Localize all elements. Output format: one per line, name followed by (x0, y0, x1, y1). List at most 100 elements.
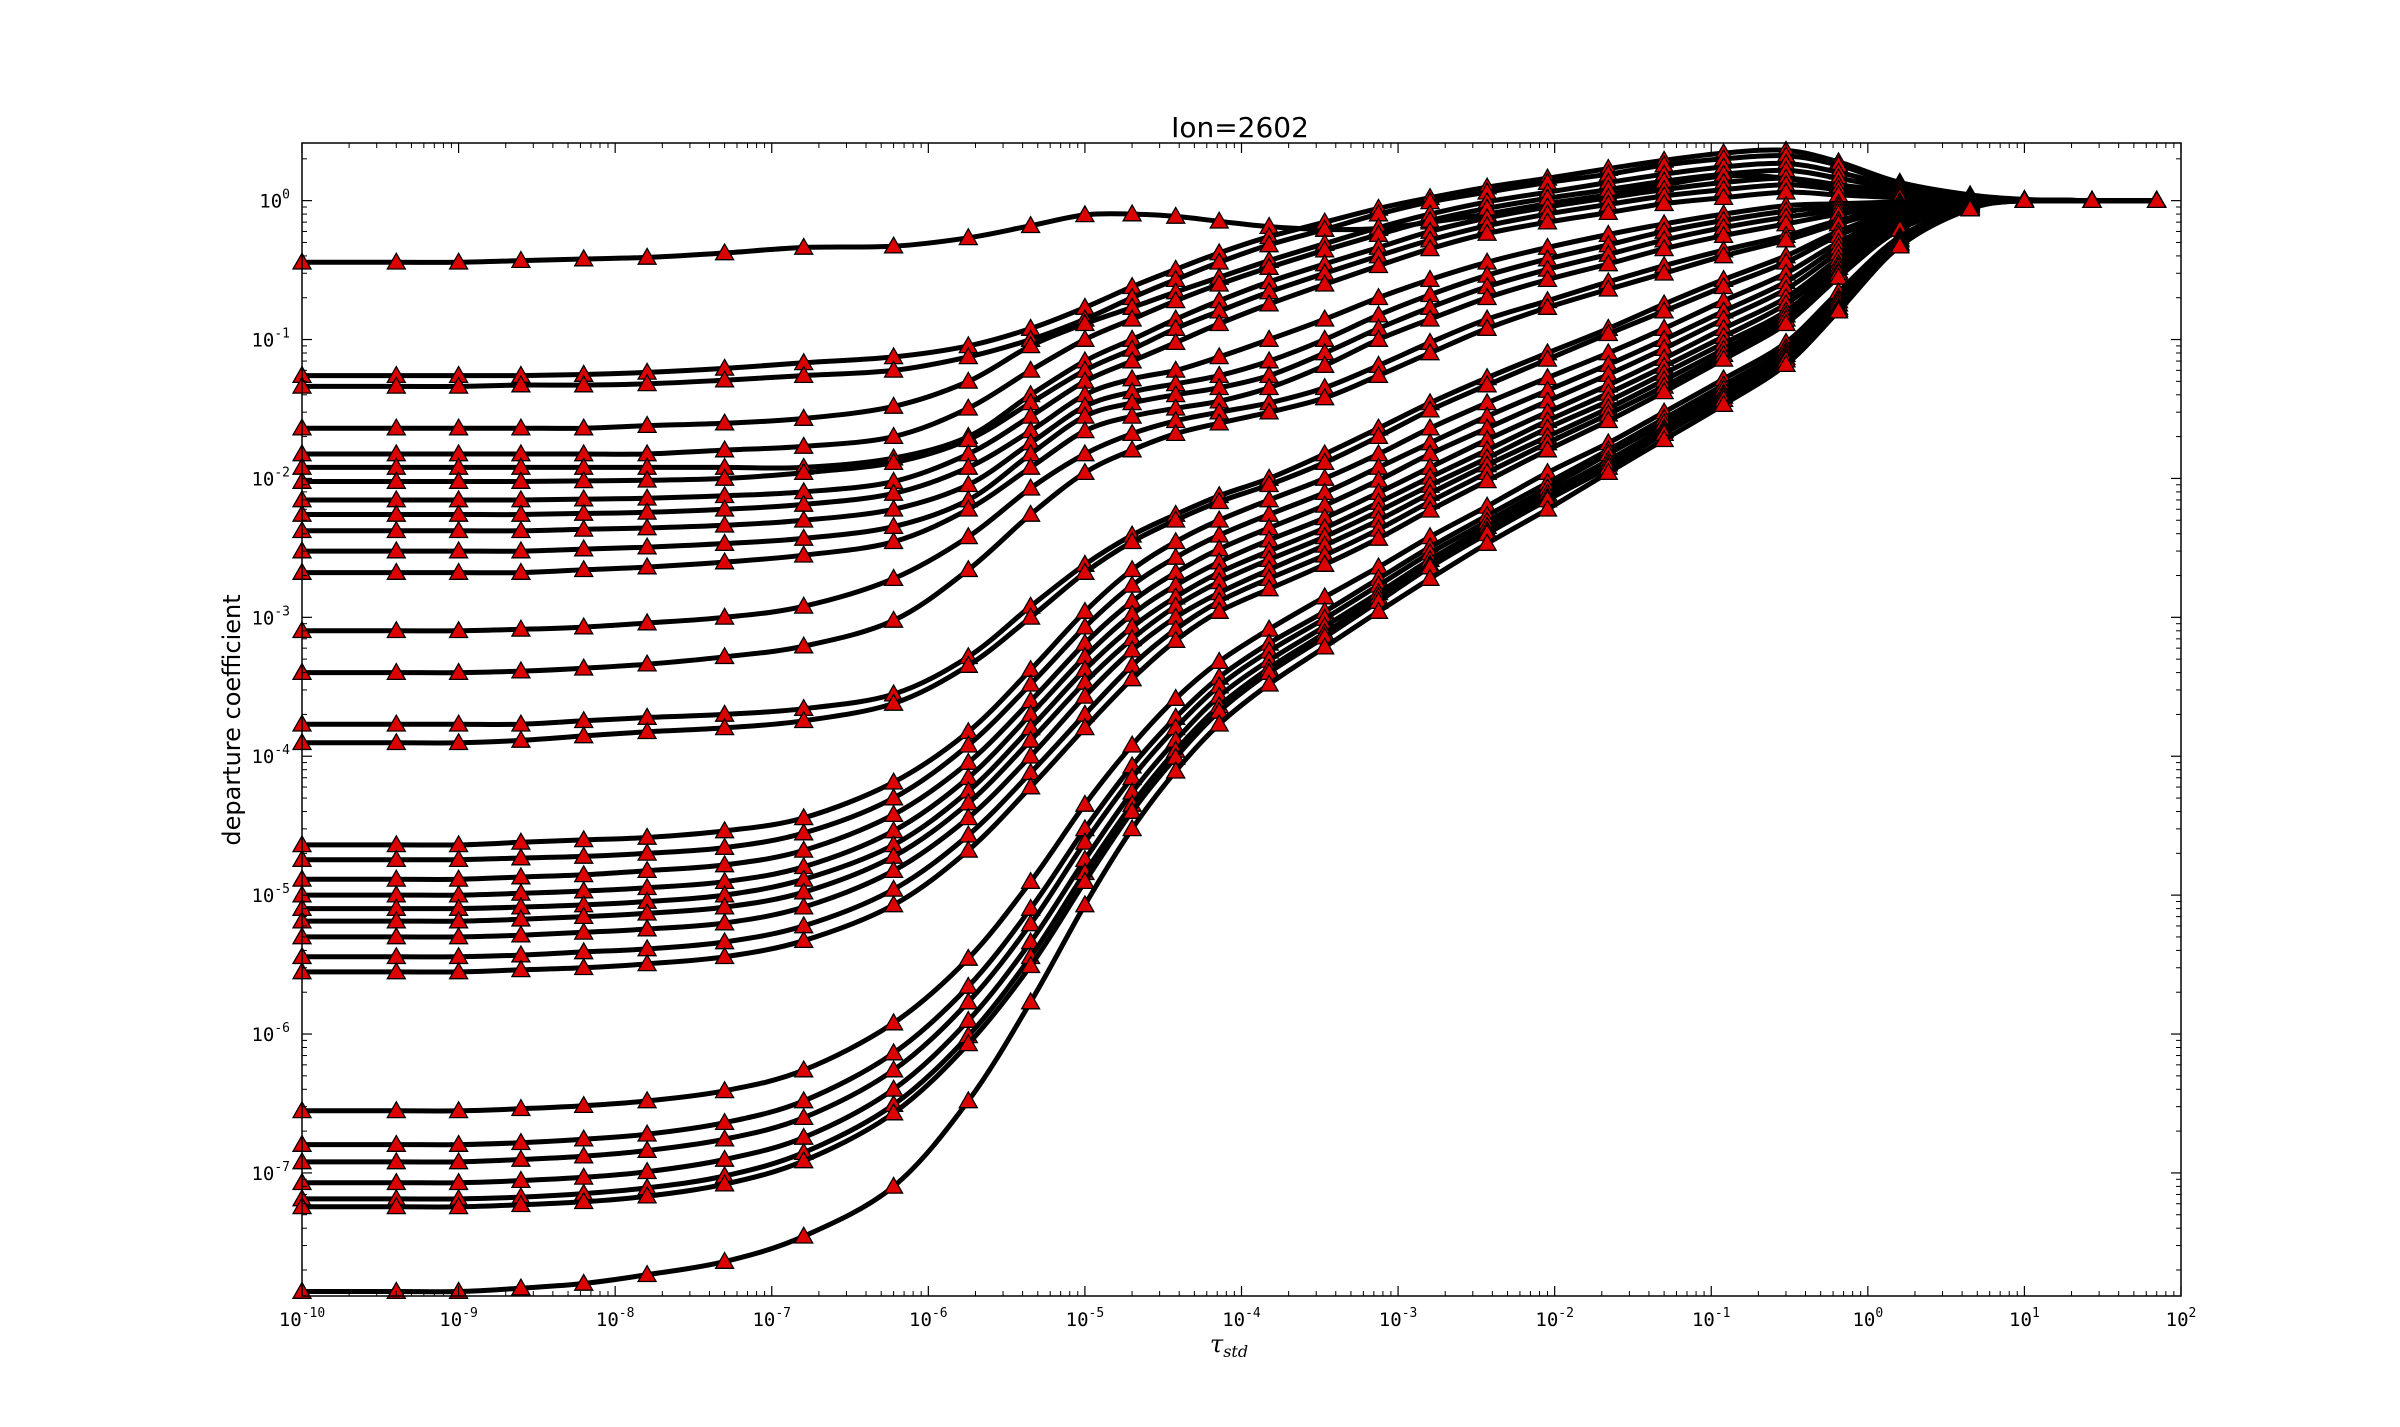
data-point-marker (714, 717, 735, 736)
x-tick-base: 10 (2009, 1309, 2032, 1331)
data-point-marker (1074, 562, 1096, 580)
data-point-marker (1121, 531, 1143, 550)
data-point-marker (1537, 269, 1558, 288)
data-point-marker (386, 620, 407, 639)
x-tick-base: 10 (1692, 1309, 1715, 1331)
data-point-marker (1653, 381, 1675, 400)
x-tick-exponent: -5 (1089, 1306, 1105, 1321)
data-point-marker (636, 842, 658, 861)
data-point-marker (883, 452, 904, 471)
series-10 (291, 190, 2167, 539)
x-tick-base: 10 (909, 1309, 932, 1331)
data-point-marker (1314, 355, 1335, 373)
data-point-marker (958, 346, 979, 365)
data-point-marker (714, 369, 735, 388)
data-point-marker (1419, 238, 1441, 257)
y-tick-label: 10-2 (251, 465, 290, 490)
x-axis-label: τstd (1210, 1330, 1248, 1361)
x-axis-label-symbol: τ (1210, 1330, 1224, 1358)
y-axis-label: departure coefficient (218, 594, 246, 845)
x-tick-label: 100 (1852, 1306, 1883, 1331)
x-tick-base: 10 (1379, 1309, 1402, 1331)
data-point-marker (1314, 636, 1335, 655)
y-tick-exponent: -6 (274, 1021, 290, 1036)
data-point-marker (793, 544, 814, 563)
data-point-marker (573, 559, 594, 578)
data-point-marker (448, 471, 469, 489)
data-point-marker (883, 610, 904, 628)
data-point-marker (386, 520, 407, 539)
x-tick-exponent: -6 (932, 1306, 948, 1321)
data-point-marker (636, 247, 658, 265)
data-point-marker (1209, 713, 1230, 732)
data-point-marker (958, 371, 979, 389)
y-tick-label: 10-7 (251, 1160, 290, 1185)
data-point-marker (793, 1150, 814, 1169)
data-point-marker (1074, 794, 1096, 812)
data-point-marker (1020, 457, 1041, 475)
data-point-marker (1074, 204, 1096, 223)
data-point-marker (1598, 410, 1619, 429)
data-point-marker (573, 846, 594, 864)
data-point-marker (510, 520, 532, 539)
data-point-marker (386, 540, 407, 559)
y-tick-label: 10-6 (251, 1021, 290, 1046)
data-point-marker (793, 462, 814, 481)
data-point-marker (1775, 354, 1797, 373)
y-tick-base: 10 (251, 1024, 274, 1046)
x-tick-exponent: 0 (1875, 1306, 1883, 1321)
data-point-marker (883, 1012, 904, 1031)
y-tick-exponent: -5 (274, 882, 290, 897)
x-tick-base: 10 (439, 1309, 462, 1331)
data-point-marker (1209, 346, 1230, 365)
data-point-marker (1476, 318, 1498, 336)
data-point-marker (1209, 210, 1230, 229)
data-point-marker (714, 946, 735, 965)
data-point-marker (448, 520, 469, 539)
data-point-marker (1368, 365, 1389, 384)
data-point-marker (1314, 273, 1335, 292)
data-point-marker (1537, 349, 1558, 367)
data-point-marker (1476, 374, 1498, 393)
data-point-marker (1258, 401, 1280, 420)
data-point-marker (1020, 477, 1041, 496)
y-tick-label: 10-4 (251, 743, 290, 768)
data-point-marker (1020, 991, 1041, 1010)
x-tick-label: 10-9 (439, 1306, 478, 1331)
data-point-marker (636, 1140, 658, 1158)
data-point-marker (883, 531, 904, 550)
x-tick-base: 10 (1066, 1309, 1089, 1331)
data-point-marker (1074, 420, 1096, 439)
data-point-marker (958, 948, 979, 966)
data-point-marker (1121, 203, 1143, 222)
data-point-marker (386, 376, 407, 394)
data-point-marker (386, 251, 407, 270)
data-point-marker (1074, 894, 1096, 913)
data-point-marker (636, 1090, 658, 1109)
data-point-marker (958, 807, 979, 826)
data-point-marker (883, 894, 904, 913)
x-tick-exponent: -8 (619, 1306, 635, 1321)
x-tick-label: 10-10 (279, 1306, 325, 1331)
data-point-marker (1653, 300, 1675, 319)
y-tick-base: 10 (251, 607, 274, 629)
data-point-marker (1258, 329, 1280, 347)
data-point-marker (793, 509, 814, 528)
data-point-marker (448, 251, 469, 270)
x-tick-base: 10 (279, 1309, 302, 1331)
data-point-marker (1537, 498, 1558, 517)
data-point-marker (510, 1277, 532, 1296)
x-tick-exponent: -2 (1558, 1306, 1574, 1321)
series-32 (291, 190, 2167, 1299)
data-point-marker (2014, 190, 2035, 209)
data-point-marker (636, 1264, 658, 1283)
data-point-marker (636, 517, 658, 536)
data-point-marker (636, 721, 658, 740)
data-point-marker (1653, 262, 1675, 281)
x-tick-label: 10-4 (1222, 1306, 1261, 1331)
y-tick-base: 10 (251, 885, 274, 907)
y-tick-label: 100 (259, 188, 290, 213)
data-point-marker (1258, 293, 1280, 312)
data-point-marker (1476, 470, 1498, 489)
